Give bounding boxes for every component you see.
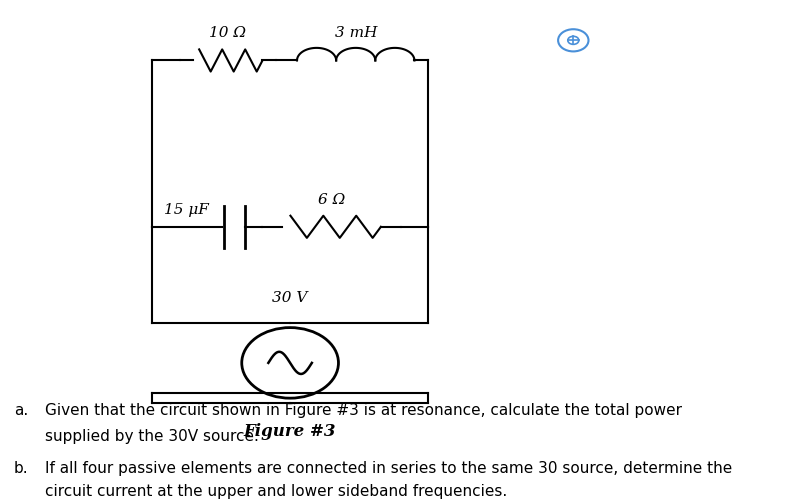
Text: Given that the circuit shown in Figure #3 is at resonance, calculate the total p: Given that the circuit shown in Figure #… <box>45 403 682 418</box>
Text: circuit current at the upper and lower sideband frequencies.: circuit current at the upper and lower s… <box>45 484 507 499</box>
Text: 30 V: 30 V <box>272 291 308 305</box>
Text: 15 μF: 15 μF <box>164 203 209 217</box>
Text: If all four passive elements are connected in series to the same 30 source, dete: If all four passive elements are connect… <box>45 461 732 476</box>
Text: a.: a. <box>14 403 28 418</box>
Text: supplied by the 30V source.: supplied by the 30V source. <box>45 428 259 444</box>
Text: 6 Ω: 6 Ω <box>318 193 345 207</box>
Text: 3 mH: 3 mH <box>335 26 377 40</box>
Text: Figure #3: Figure #3 <box>244 423 336 440</box>
Text: 10 Ω: 10 Ω <box>209 26 246 40</box>
Text: b.: b. <box>14 461 29 476</box>
